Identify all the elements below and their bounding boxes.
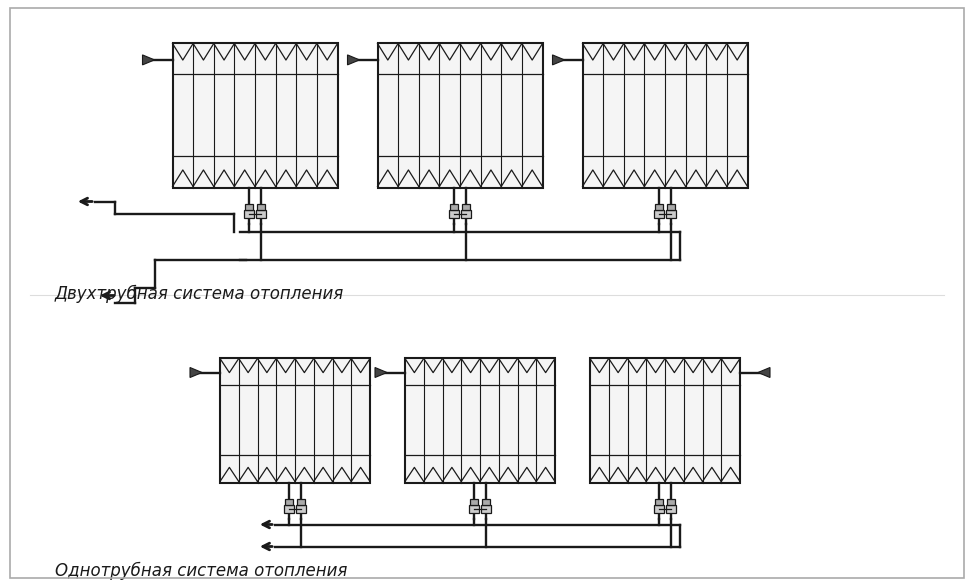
- Bar: [655, 204, 663, 210]
- Bar: [461, 210, 471, 218]
- Bar: [666, 210, 676, 218]
- Bar: [449, 210, 459, 218]
- Bar: [654, 504, 664, 512]
- Bar: [667, 204, 675, 210]
- Bar: [450, 204, 458, 210]
- Bar: [462, 204, 470, 210]
- Bar: [655, 498, 663, 504]
- Bar: [469, 504, 479, 512]
- Bar: [257, 204, 265, 210]
- Bar: [582, 42, 747, 187]
- Bar: [405, 357, 555, 483]
- Bar: [256, 210, 266, 218]
- Bar: [481, 504, 491, 512]
- Text: Однотрубная система отопления: Однотрубная система отопления: [55, 562, 348, 580]
- Bar: [667, 498, 675, 504]
- Bar: [654, 210, 664, 218]
- Bar: [285, 498, 293, 504]
- Polygon shape: [348, 55, 359, 65]
- Bar: [244, 210, 254, 218]
- Polygon shape: [142, 55, 155, 65]
- Bar: [296, 504, 306, 512]
- Bar: [284, 504, 294, 512]
- Bar: [297, 498, 305, 504]
- Bar: [220, 357, 370, 483]
- Bar: [245, 204, 253, 210]
- Bar: [378, 42, 543, 187]
- Bar: [172, 42, 338, 187]
- Polygon shape: [190, 367, 202, 377]
- Polygon shape: [375, 367, 387, 377]
- Polygon shape: [552, 55, 565, 65]
- Bar: [482, 498, 490, 504]
- Bar: [470, 498, 478, 504]
- Text: Двухтрубная система отопления: Двухтрубная система отопления: [55, 285, 344, 303]
- Bar: [666, 504, 676, 512]
- Polygon shape: [758, 367, 770, 377]
- Bar: [590, 357, 740, 483]
